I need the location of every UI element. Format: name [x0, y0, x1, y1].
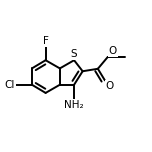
Text: F: F — [43, 36, 48, 46]
Text: S: S — [71, 49, 77, 59]
Text: Cl: Cl — [5, 80, 15, 90]
Text: O: O — [109, 46, 117, 56]
Text: O: O — [106, 81, 114, 91]
Text: NH₂: NH₂ — [64, 100, 84, 110]
